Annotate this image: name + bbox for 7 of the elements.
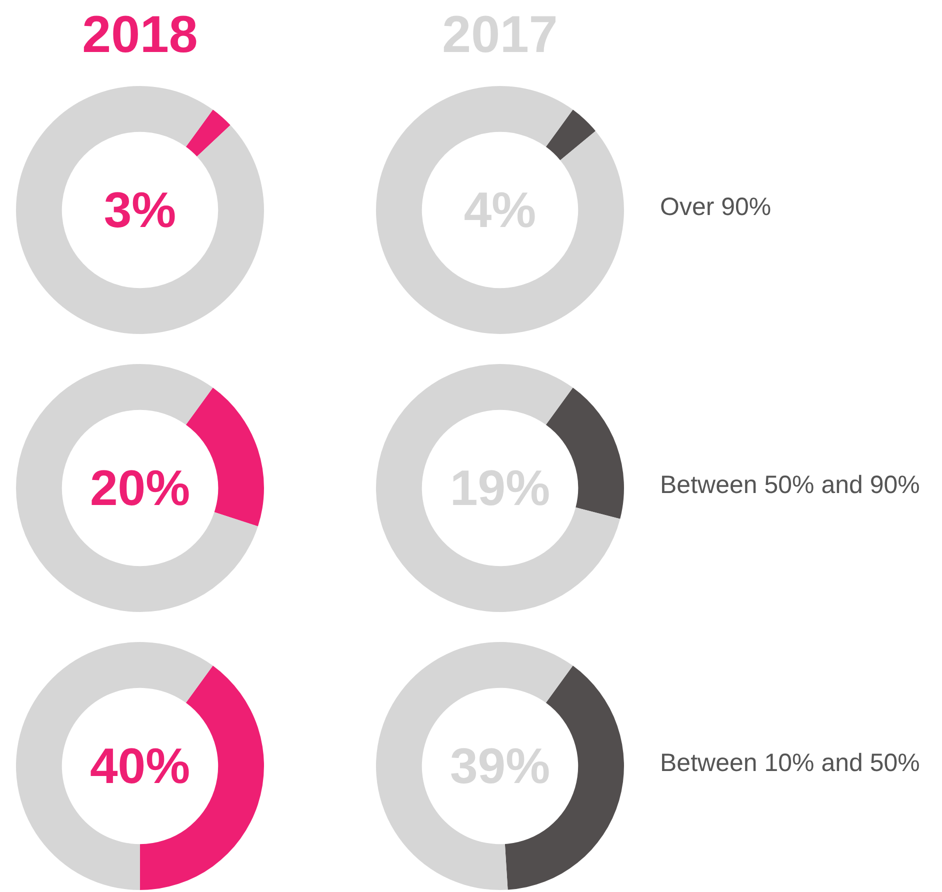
text: 3%	[102, 182, 178, 238]
text: 40%	[88, 738, 192, 794]
text: Between 10% and 50%	[660, 749, 920, 778]
text: 20%	[88, 460, 192, 516]
text: Over 90%	[660, 193, 772, 222]
chart-title: 2018	[81, 5, 199, 65]
text: Between 50% and 90%	[660, 471, 920, 500]
